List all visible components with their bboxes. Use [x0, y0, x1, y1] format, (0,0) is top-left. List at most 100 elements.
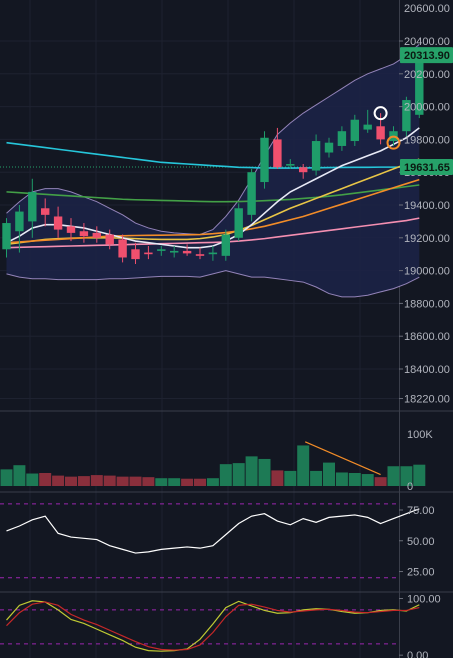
volume-bar[interactable] — [271, 470, 284, 486]
candle[interactable] — [286, 159, 295, 169]
signal-marker[interactable] — [386, 135, 401, 150]
volume-bar[interactable] — [168, 478, 181, 486]
candle-body — [234, 208, 243, 238]
oscillator-2-tick-label: 100.00 — [407, 594, 441, 606]
oscillator-1-tick-label: 50.00 — [407, 536, 435, 548]
volume-bar[interactable] — [206, 478, 219, 486]
moving-average-line — [6, 141, 420, 169]
candle[interactable] — [2, 218, 11, 258]
candle-body — [299, 167, 308, 173]
volume-bar[interactable] — [77, 476, 90, 486]
candle[interactable] — [299, 164, 308, 179]
volume-bar[interactable] — [297, 445, 310, 486]
candle[interactable] — [66, 218, 76, 242]
candle[interactable] — [182, 244, 192, 256]
candle[interactable] — [247, 168, 256, 222]
volume-bar[interactable] — [361, 474, 374, 486]
candle[interactable] — [195, 247, 205, 260]
volume-bar[interactable] — [116, 476, 129, 486]
volume-bar[interactable] — [232, 463, 245, 486]
volume-bar[interactable] — [181, 478, 194, 486]
volume-bar[interactable] — [39, 473, 52, 486]
candle[interactable] — [53, 206, 63, 238]
candle-body — [118, 239, 127, 258]
candle[interactable] — [92, 226, 101, 243]
bollinger-upper-line — [6, 43, 420, 236]
volume-bar[interactable] — [26, 473, 39, 486]
price-axis[interactable]: 20600.00 20400.00 20200.00 20000.00 19800.00… — [399, 3, 453, 658]
candle[interactable] — [157, 246, 166, 256]
volume-bar[interactable] — [0, 469, 13, 486]
candle-body — [92, 232, 101, 238]
moving-average-line — [6, 178, 420, 244]
oscillator-1-tick-label: 75.00 — [407, 505, 435, 517]
candle[interactable] — [234, 203, 243, 242]
volume-bar[interactable] — [13, 465, 26, 486]
candle-body — [221, 234, 230, 256]
price-tick-label: 18220.00 — [404, 394, 450, 406]
volume-bar[interactable] — [258, 458, 271, 486]
volume-bar[interactable] — [90, 475, 103, 486]
candle[interactable] — [15, 205, 24, 253]
oscillator-panel-2[interactable] — [0, 600, 420, 652]
reference-price-label: 19631.65 — [404, 162, 450, 174]
candle-body — [324, 142, 334, 153]
candle[interactable] — [402, 96, 411, 137]
price-tick-label: 19400.00 — [404, 200, 450, 212]
volume-bar[interactable] — [387, 466, 400, 486]
candle[interactable] — [28, 178, 37, 238]
candle-body — [15, 211, 24, 232]
signal-marker[interactable] — [373, 106, 388, 121]
volume-trendline[interactable] — [304, 441, 381, 476]
volume-bar[interactable] — [129, 476, 142, 486]
candle[interactable] — [324, 137, 334, 158]
volume-bar[interactable] — [400, 466, 413, 486]
candle[interactable] — [350, 114, 359, 146]
volume-bar[interactable] — [284, 470, 297, 486]
candle[interactable] — [41, 198, 50, 227]
candle[interactable] — [144, 246, 153, 260]
candle[interactable] — [118, 234, 127, 263]
candle[interactable] — [260, 131, 269, 189]
candle[interactable] — [273, 127, 282, 169]
candle-body — [402, 100, 411, 132]
last-price-label: 20313.90 — [404, 50, 450, 62]
candle[interactable] — [208, 246, 218, 261]
oscillator-2-line — [6, 600, 420, 652]
candle[interactable] — [337, 126, 347, 151]
volume-bar[interactable] — [310, 470, 323, 486]
last-price-tag — [400, 47, 453, 64]
candle-body — [376, 126, 385, 140]
moving-average-line — [6, 217, 420, 249]
volume-bar[interactable] — [374, 477, 387, 486]
volume-bar[interactable] — [323, 462, 335, 486]
volume-panel[interactable] — [0, 441, 426, 486]
candle-body — [41, 208, 50, 215]
volume-bar[interactable] — [413, 464, 426, 486]
candle[interactable] — [221, 229, 230, 261]
candle[interactable] — [79, 223, 89, 243]
candle-body — [350, 119, 359, 142]
candle-body — [182, 250, 192, 254]
candle-body — [53, 216, 63, 230]
candle-body — [195, 254, 205, 256]
volume-bar[interactable] — [348, 473, 361, 486]
candle[interactable] — [105, 229, 114, 250]
volume-bar[interactable] — [103, 475, 116, 486]
volume-bar[interactable] — [155, 478, 168, 486]
volume-bar[interactable] — [52, 475, 65, 486]
oscillator-1-tick-label: 25.00 — [407, 567, 435, 579]
candle[interactable] — [311, 134, 321, 176]
volume-bar[interactable] — [65, 476, 77, 486]
oscillator-panel-1[interactable] — [0, 503, 420, 579]
candle[interactable] — [363, 109, 372, 133]
candle[interactable] — [131, 242, 140, 265]
candle[interactable] — [170, 246, 179, 258]
volume-bar[interactable] — [142, 477, 155, 486]
volume-bar[interactable] — [194, 478, 206, 486]
volume-bar[interactable] — [245, 456, 258, 486]
volume-bar[interactable] — [335, 472, 348, 486]
price-panel[interactable] — [0, 43, 424, 298]
volume-bar[interactable] — [219, 464, 232, 486]
